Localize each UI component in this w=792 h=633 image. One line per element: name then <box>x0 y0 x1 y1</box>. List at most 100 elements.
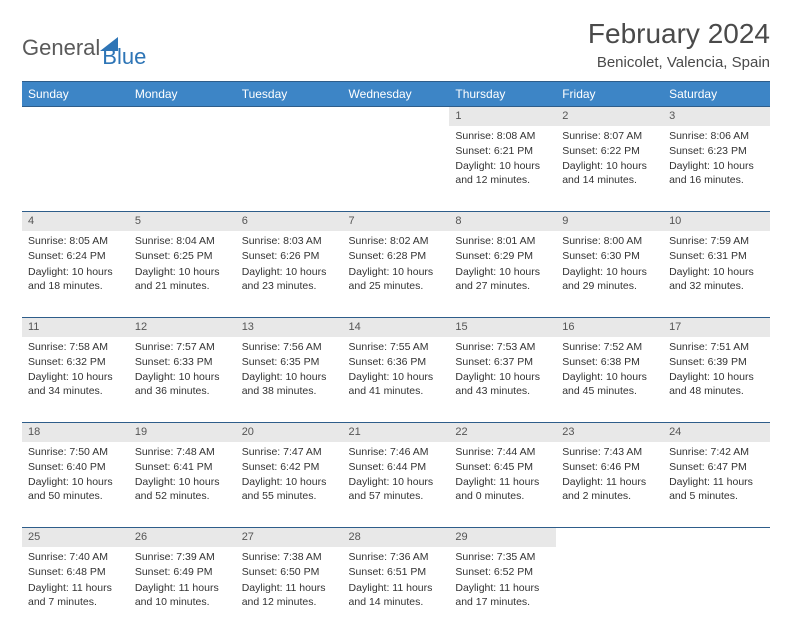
day-number-cell: 27 <box>236 528 343 547</box>
day-number-cell: 18 <box>22 423 129 442</box>
day-content-cell: Sunrise: 8:05 AMSunset: 6:24 PMDaylight:… <box>22 231 129 317</box>
sunset-text: Sunset: 6:44 PM <box>349 460 444 474</box>
sunset-text: Sunset: 6:24 PM <box>28 249 123 263</box>
day-content-cell <box>22 126 129 212</box>
header: General Blue February 2024 Benicolet, Va… <box>22 18 770 71</box>
day-number-cell: 2 <box>556 107 663 126</box>
sunrise-text: Sunrise: 8:04 AM <box>135 234 230 248</box>
sunset-text: Sunset: 6:41 PM <box>135 460 230 474</box>
daylight-text: Daylight: 10 hours and 21 minutes. <box>135 265 230 293</box>
day-number-cell: 15 <box>449 317 556 336</box>
daylight-text: Daylight: 10 hours and 50 minutes. <box>28 475 123 503</box>
day-number-cell: 22 <box>449 423 556 442</box>
weekday-header-row: Sunday Monday Tuesday Wednesday Thursday… <box>22 82 770 107</box>
sunset-text: Sunset: 6:35 PM <box>242 355 337 369</box>
sunrise-text: Sunrise: 8:01 AM <box>455 234 550 248</box>
day-content-cell: Sunrise: 7:47 AMSunset: 6:42 PMDaylight:… <box>236 442 343 528</box>
sunset-text: Sunset: 6:42 PM <box>242 460 337 474</box>
day-content-cell <box>663 547 770 633</box>
sunrise-text: Sunrise: 8:02 AM <box>349 234 444 248</box>
day-content-cell: Sunrise: 7:53 AMSunset: 6:37 PMDaylight:… <box>449 337 556 423</box>
sunrise-text: Sunrise: 7:35 AM <box>455 550 550 564</box>
sunset-text: Sunset: 6:51 PM <box>349 565 444 579</box>
weekday-header: Monday <box>129 82 236 107</box>
sunset-text: Sunset: 6:31 PM <box>669 249 764 263</box>
day-content-cell: Sunrise: 7:46 AMSunset: 6:44 PMDaylight:… <box>343 442 450 528</box>
day-number-cell: 25 <box>22 528 129 547</box>
daylight-text: Daylight: 11 hours and 10 minutes. <box>135 581 230 609</box>
daylight-text: Daylight: 10 hours and 18 minutes. <box>28 265 123 293</box>
daylight-text: Daylight: 10 hours and 23 minutes. <box>242 265 337 293</box>
sunset-text: Sunset: 6:37 PM <box>455 355 550 369</box>
daylight-text: Daylight: 10 hours and 55 minutes. <box>242 475 337 503</box>
daylight-text: Daylight: 10 hours and 45 minutes. <box>562 370 657 398</box>
day-content-cell <box>556 547 663 633</box>
day-content-cell: Sunrise: 7:38 AMSunset: 6:50 PMDaylight:… <box>236 547 343 633</box>
day-number-cell: 24 <box>663 423 770 442</box>
day-content-cell: Sunrise: 7:48 AMSunset: 6:41 PMDaylight:… <box>129 442 236 528</box>
day-content-cell: Sunrise: 7:50 AMSunset: 6:40 PMDaylight:… <box>22 442 129 528</box>
day-number-cell: 6 <box>236 212 343 231</box>
daylight-text: Daylight: 10 hours and 25 minutes. <box>349 265 444 293</box>
weekday-header: Tuesday <box>236 82 343 107</box>
day-number-row: 123 <box>22 107 770 126</box>
sunrise-text: Sunrise: 7:47 AM <box>242 445 337 459</box>
day-content-cell: Sunrise: 7:51 AMSunset: 6:39 PMDaylight:… <box>663 337 770 423</box>
sunset-text: Sunset: 6:36 PM <box>349 355 444 369</box>
day-number-cell: 5 <box>129 212 236 231</box>
day-number-cell: 28 <box>343 528 450 547</box>
day-number-cell: 4 <box>22 212 129 231</box>
day-content-cell: Sunrise: 7:57 AMSunset: 6:33 PMDaylight:… <box>129 337 236 423</box>
sunset-text: Sunset: 6:21 PM <box>455 144 550 158</box>
daylight-text: Daylight: 10 hours and 36 minutes. <box>135 370 230 398</box>
day-content-row: Sunrise: 8:08 AMSunset: 6:21 PMDaylight:… <box>22 126 770 212</box>
day-number-cell <box>236 107 343 126</box>
day-number-row: 11121314151617 <box>22 317 770 336</box>
day-content-cell: Sunrise: 7:42 AMSunset: 6:47 PMDaylight:… <box>663 442 770 528</box>
sunrise-text: Sunrise: 7:55 AM <box>349 340 444 354</box>
weekday-header: Friday <box>556 82 663 107</box>
day-number-cell: 9 <box>556 212 663 231</box>
sunrise-text: Sunrise: 7:39 AM <box>135 550 230 564</box>
day-number-cell <box>663 528 770 547</box>
daylight-text: Daylight: 11 hours and 14 minutes. <box>349 581 444 609</box>
daylight-text: Daylight: 10 hours and 16 minutes. <box>669 159 764 187</box>
logo: General Blue <box>22 26 146 70</box>
day-content-cell: Sunrise: 8:02 AMSunset: 6:28 PMDaylight:… <box>343 231 450 317</box>
day-number-cell: 23 <box>556 423 663 442</box>
sunset-text: Sunset: 6:33 PM <box>135 355 230 369</box>
day-content-cell <box>236 126 343 212</box>
day-content-cell: Sunrise: 7:43 AMSunset: 6:46 PMDaylight:… <box>556 442 663 528</box>
sunset-text: Sunset: 6:46 PM <box>562 460 657 474</box>
sunset-text: Sunset: 6:40 PM <box>28 460 123 474</box>
sunrise-text: Sunrise: 7:40 AM <box>28 550 123 564</box>
sunset-text: Sunset: 6:38 PM <box>562 355 657 369</box>
day-content-cell: Sunrise: 8:08 AMSunset: 6:21 PMDaylight:… <box>449 126 556 212</box>
sunset-text: Sunset: 6:50 PM <box>242 565 337 579</box>
daylight-text: Daylight: 10 hours and 43 minutes. <box>455 370 550 398</box>
weekday-header: Wednesday <box>343 82 450 107</box>
day-content-cell: Sunrise: 7:52 AMSunset: 6:38 PMDaylight:… <box>556 337 663 423</box>
day-content-cell: Sunrise: 8:06 AMSunset: 6:23 PMDaylight:… <box>663 126 770 212</box>
sunrise-text: Sunrise: 8:03 AM <box>242 234 337 248</box>
daylight-text: Daylight: 10 hours and 48 minutes. <box>669 370 764 398</box>
day-number-cell: 11 <box>22 317 129 336</box>
sunrise-text: Sunrise: 7:57 AM <box>135 340 230 354</box>
day-number-cell: 7 <box>343 212 450 231</box>
weekday-header: Thursday <box>449 82 556 107</box>
day-content-cell: Sunrise: 8:03 AMSunset: 6:26 PMDaylight:… <box>236 231 343 317</box>
sunset-text: Sunset: 6:30 PM <box>562 249 657 263</box>
daylight-text: Daylight: 11 hours and 17 minutes. <box>455 581 550 609</box>
sunrise-text: Sunrise: 7:51 AM <box>669 340 764 354</box>
day-number-row: 2526272829 <box>22 528 770 547</box>
daylight-text: Daylight: 10 hours and 41 minutes. <box>349 370 444 398</box>
day-content-cell: Sunrise: 8:00 AMSunset: 6:30 PMDaylight:… <box>556 231 663 317</box>
sunset-text: Sunset: 6:47 PM <box>669 460 764 474</box>
daylight-text: Daylight: 10 hours and 32 minutes. <box>669 265 764 293</box>
day-number-cell: 10 <box>663 212 770 231</box>
daylight-text: Daylight: 10 hours and 12 minutes. <box>455 159 550 187</box>
day-number-cell: 12 <box>129 317 236 336</box>
daylight-text: Daylight: 10 hours and 14 minutes. <box>562 159 657 187</box>
sunrise-text: Sunrise: 7:52 AM <box>562 340 657 354</box>
weekday-header: Saturday <box>663 82 770 107</box>
